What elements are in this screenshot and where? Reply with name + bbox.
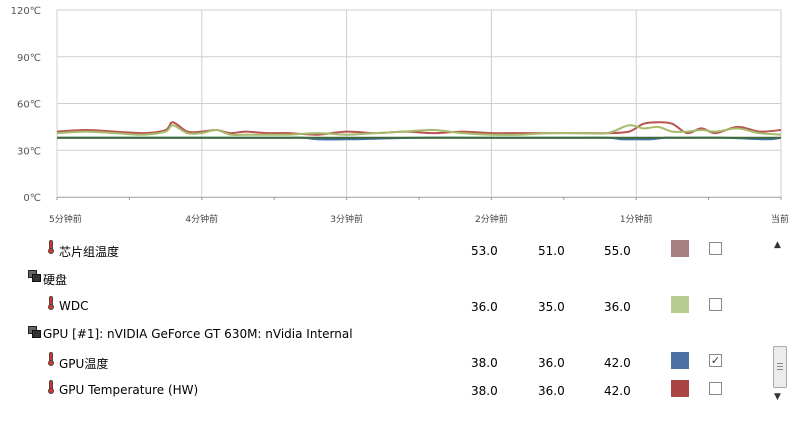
color-swatch[interactable] <box>671 240 689 257</box>
color-swatch[interactable] <box>671 380 689 397</box>
color-swatch[interactable] <box>671 352 689 369</box>
sensor-label: 芯片组温度 <box>59 245 120 259</box>
sensor-current-value: 38.0 <box>471 356 498 370</box>
sensor-label: WDC <box>59 299 89 313</box>
y-tick-label: 30℃ <box>17 146 41 157</box>
series-line-0 <box>56 121 782 136</box>
sensor-row[interactable]: WDC 36.0 35.0 36.0 <box>0 292 770 320</box>
sensor-row[interactable]: GPU温度 38.0 36.0 42.0 ✓ <box>0 348 770 376</box>
sensor-group-row[interactable]: 硬盘 <box>0 264 770 292</box>
thermometer-icon <box>48 380 54 394</box>
check-mark-icon: ✓ <box>710 354 721 367</box>
series-line-1 <box>56 124 782 137</box>
x-tick-label: 当前 <box>771 213 789 225</box>
scroll-up-arrow-icon[interactable]: ▲ <box>774 240 781 250</box>
sensor-list: 芯片组温度 53.0 51.0 55.0 硬盘 WDC 36.0 35.0 36.0 GPU [#… <box>0 236 770 429</box>
color-swatch[interactable] <box>671 296 689 313</box>
thermometer-icon <box>48 352 54 366</box>
sensor-max-value: 42.0 <box>604 356 631 370</box>
sensor-group-row[interactable]: GPU [#1]: nVIDIA GeForce GT 630M: nVidia… <box>0 320 770 348</box>
sensor-row[interactable]: GPU Temperature (HW) 38.0 36.0 42.0 <box>0 376 770 404</box>
show-in-graph-checkbox[interactable] <box>709 382 722 395</box>
y-tick-label: 0℃ <box>23 193 41 204</box>
scrollbar[interactable]: ▲ ▼ <box>772 240 788 410</box>
x-tick-label: 4分钟前 <box>185 213 218 225</box>
thermometer-icon <box>48 296 54 310</box>
group-label: 硬盘 <box>43 273 68 287</box>
show-in-graph-checkbox[interactable]: ✓ <box>709 354 722 367</box>
sensor-row[interactable]: 芯片组温度 53.0 51.0 55.0 <box>0 236 770 264</box>
sensor-min-value: 36.0 <box>538 356 565 370</box>
y-tick-label: 120℃ <box>11 6 41 17</box>
sensor-max-value: 36.0 <box>604 300 631 314</box>
thermometer-icon <box>48 240 54 254</box>
sensor-current-value: 53.0 <box>471 244 498 258</box>
show-in-graph-checkbox[interactable] <box>709 242 722 255</box>
sensor-label: GPU Temperature (HW) <box>59 383 199 397</box>
temperature-chart: 0℃ 30℃ 60℃ 90℃ 120℃ 5分钟前 4分钟前 3分钟前 2分钟前 1分钟前 当前 <box>11 6 789 225</box>
scroll-down-arrow-icon[interactable]: ▼ <box>774 392 781 402</box>
x-tick-label: 3分钟前 <box>330 213 363 225</box>
sensor-max-value: 55.0 <box>604 244 631 258</box>
sensor-current-value: 36.0 <box>471 300 498 314</box>
sensor-label: GPU温度 <box>59 357 109 371</box>
sensor-current-value: 38.0 <box>471 384 498 398</box>
sensor-min-value: 35.0 <box>538 300 565 314</box>
sensor-min-value: 36.0 <box>538 384 565 398</box>
x-tick-label: 2分钟前 <box>475 213 508 225</box>
hardware-group-icon <box>28 326 42 339</box>
group-label: GPU [#1]: nVIDIA GeForce GT 630M: nVidia… <box>43 327 353 341</box>
x-tick-label: 5分钟前 <box>49 213 82 225</box>
scroll-thumb[interactable] <box>773 346 787 388</box>
hardware-group-icon <box>28 270 42 283</box>
sensor-min-value: 51.0 <box>538 244 565 258</box>
sensor-max-value: 42.0 <box>604 384 631 398</box>
x-tick-label: 1分钟前 <box>620 213 653 225</box>
y-tick-label: 60℃ <box>17 100 41 111</box>
y-tick-label: 90℃ <box>17 53 41 64</box>
show-in-graph-checkbox[interactable] <box>709 298 722 311</box>
